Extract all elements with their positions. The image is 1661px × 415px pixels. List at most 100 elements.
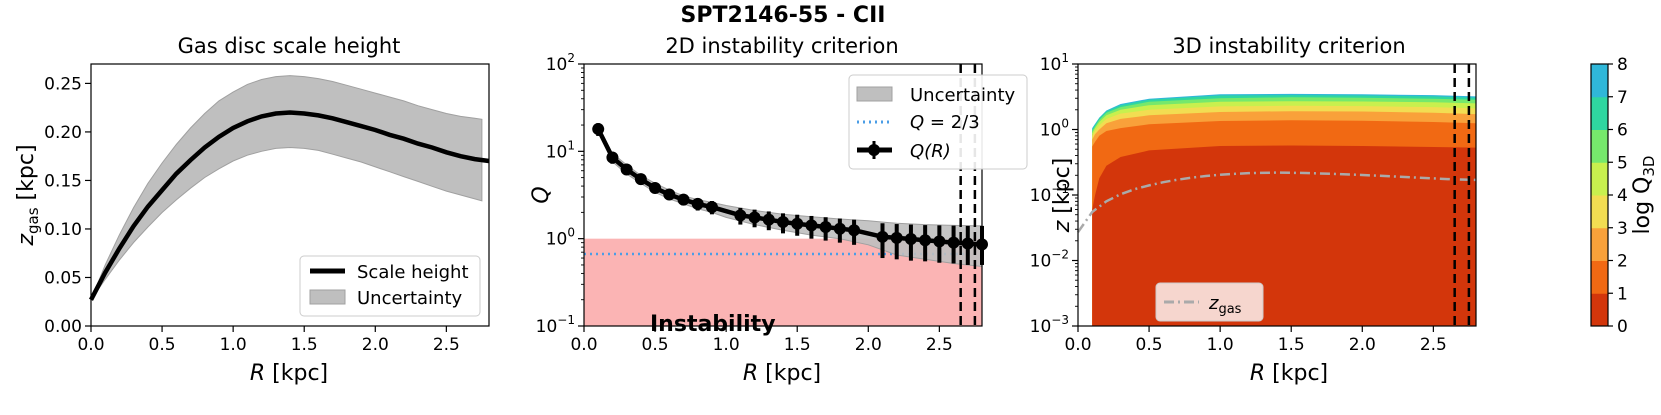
panel-1-legend-uncertainty: Uncertainty xyxy=(357,288,463,309)
panel-2-xlabel-unit: [kpc] xyxy=(758,361,821,386)
q-point xyxy=(904,233,917,246)
colorbar-segment xyxy=(1591,227,1608,261)
panel-1-ylabel-sub: gas xyxy=(24,207,42,234)
panel-2-legend-q-threshold-var: Q xyxy=(910,112,924,133)
colorbar-segment xyxy=(1591,162,1608,196)
panel-3-ytick-base: 10 xyxy=(1040,55,1062,75)
panel-3-xlabel-unit: [kpc] xyxy=(1265,361,1328,386)
panel-2-ytick-label: 10−1 xyxy=(536,313,575,337)
colorbar-tick-label: 6 xyxy=(1617,121,1628,141)
panel-2-legend-qr-var: Q xyxy=(910,141,924,162)
q-point xyxy=(805,219,818,232)
panel-3-ylabel-unit: [kpc] xyxy=(1050,158,1075,221)
panel-3-ylabel: z [kpc] xyxy=(1050,158,1075,234)
figure-suptitle: SPT2146-55 - CII xyxy=(681,3,886,28)
panel-2-xtick-label: 1.5 xyxy=(784,335,811,355)
panel-1-ytick-label: 0.00 xyxy=(44,317,82,337)
panel-3-ytick-label: 10−3 xyxy=(1030,313,1069,337)
panel-3-ytick-exp: −3 xyxy=(1051,313,1069,327)
panel-1-legend: Scale height Uncertainty xyxy=(299,255,481,317)
q-point xyxy=(592,123,605,136)
panel-2-xtick-label: 2.0 xyxy=(855,335,882,355)
panel-3-xlabel-var: R xyxy=(1250,361,1265,386)
panel-2-ytick-base: 10 xyxy=(536,317,558,337)
panel-3-plot-area xyxy=(1076,63,1477,327)
colorbar-segment xyxy=(1591,195,1608,229)
panel-1-ticks: 0.0 0.5 1.0 1.5 2.0 2.5 0.00 0.05 0.10 0.15 0.20 0.… xyxy=(44,74,460,355)
panel-3-legend-frame xyxy=(1155,282,1264,322)
colorbar-label-sub: 3D xyxy=(1640,156,1658,177)
panel-1-ylabel: zgas [kpc] xyxy=(14,144,42,246)
panel-3-ytick-base: 10 xyxy=(1030,186,1052,206)
panel-2-xtick-label: 0.5 xyxy=(642,335,669,355)
scale-height-line xyxy=(89,110,490,301)
panel-3-xtick-label: 2.0 xyxy=(1349,335,1376,355)
panel-1-xlabel: R [kpc] xyxy=(250,361,328,386)
q-point xyxy=(620,163,633,176)
panel-2-xlabel: R [kpc] xyxy=(743,361,821,386)
panel-3-ytick-label: 101 xyxy=(1040,51,1069,75)
panel-3-legend: zgas xyxy=(1155,282,1264,322)
q-point xyxy=(833,222,846,235)
q-point xyxy=(919,234,932,247)
panel-2-legend-qr: Q(R) xyxy=(910,141,951,162)
panel-3-legend-zgas: zgas xyxy=(1208,293,1242,317)
panel-2-frame xyxy=(583,63,983,327)
instability-label: Instability xyxy=(650,312,776,337)
panel-1-ytick-label: 0.10 xyxy=(44,220,82,240)
colorbar-tick-label: 3 xyxy=(1617,219,1628,239)
panel-1-title: Gas disc scale height xyxy=(178,34,401,58)
panel-2-legend-qr-marker-swatch xyxy=(868,144,880,156)
panel-1-xlabel-unit: [kpc] xyxy=(265,361,328,386)
panel-1-xtick-label: 1.0 xyxy=(220,335,247,355)
panel-3-ytick-base: 10 xyxy=(1040,121,1062,141)
q-point xyxy=(890,231,903,244)
panel-2-legend: Uncertainty Q = 2/3 Q(R) xyxy=(848,74,1028,170)
panel-2d-instability: 2D instability criterion 0.0 0.5 1.0 1.5 2.0… xyxy=(529,34,1028,386)
panel-1-legend-band-swatch xyxy=(309,289,346,305)
panel-3-xtick-label: 2.5 xyxy=(1420,335,1447,355)
panel-3-legend-zgas-sub: gas xyxy=(1218,302,1241,317)
q3d-contour-level-1 xyxy=(1092,145,1476,326)
colorbar-tick-label: 7 xyxy=(1617,88,1628,108)
panel-2-xtick-label: 1.0 xyxy=(713,335,740,355)
panel-2-legend-band-swatch xyxy=(856,86,893,102)
q-point xyxy=(762,213,775,226)
colorbar-tick-label: 5 xyxy=(1617,153,1628,173)
panel-3-title: 3D instability criterion xyxy=(1172,34,1405,58)
panel-3-xtick-label: 0.5 xyxy=(1136,335,1163,355)
panel-2-xtick-label: 2.5 xyxy=(926,335,953,355)
q-point xyxy=(791,217,804,230)
q-point xyxy=(634,173,647,186)
q-point xyxy=(947,236,960,249)
panel-2-ytick-label: 102 xyxy=(546,51,575,75)
colorbar-tick-label: 8 xyxy=(1617,55,1628,75)
panel-2-ytick-label: 101 xyxy=(546,138,575,162)
panel-3-xtick-label: 1.0 xyxy=(1207,335,1234,355)
colorbar-segment xyxy=(1591,129,1608,163)
panel-3-ytick-base: 10 xyxy=(1030,252,1052,272)
colorbar-segment xyxy=(1591,96,1608,130)
q-point xyxy=(961,237,974,250)
panel-3-ytick-exp: −2 xyxy=(1051,248,1069,262)
panel-3-ylabel-var: z xyxy=(1050,220,1075,233)
panel-1-plot-area xyxy=(89,63,490,327)
q-point xyxy=(748,211,761,224)
panel-3-ytick-base: 10 xyxy=(1030,317,1052,337)
panel-2-ytick-exp: 1 xyxy=(567,138,575,152)
panel-1-ytick-label: 0.05 xyxy=(44,268,82,288)
colorbar: 0 1 2 3 4 5 6 7 8 xyxy=(1590,55,1628,337)
panel-1-xtick-label: 2.5 xyxy=(433,335,460,355)
panel-1-legend-scale-height: Scale height xyxy=(357,262,469,283)
panel-2-legend-uncertainty: Uncertainty xyxy=(910,85,1016,106)
q-point xyxy=(691,197,704,210)
panel-3d-instability: 3D instability criterion 0.0 0.5 1.0 1.5 2.0… xyxy=(1030,34,1658,386)
q-point xyxy=(734,209,747,222)
panel-1-xtick-label: 1.5 xyxy=(291,335,318,355)
panel-3-ytick-label: 100 xyxy=(1040,117,1069,141)
zgas-line xyxy=(1076,171,1477,233)
colorbar-label-main: log Q xyxy=(1630,177,1655,235)
